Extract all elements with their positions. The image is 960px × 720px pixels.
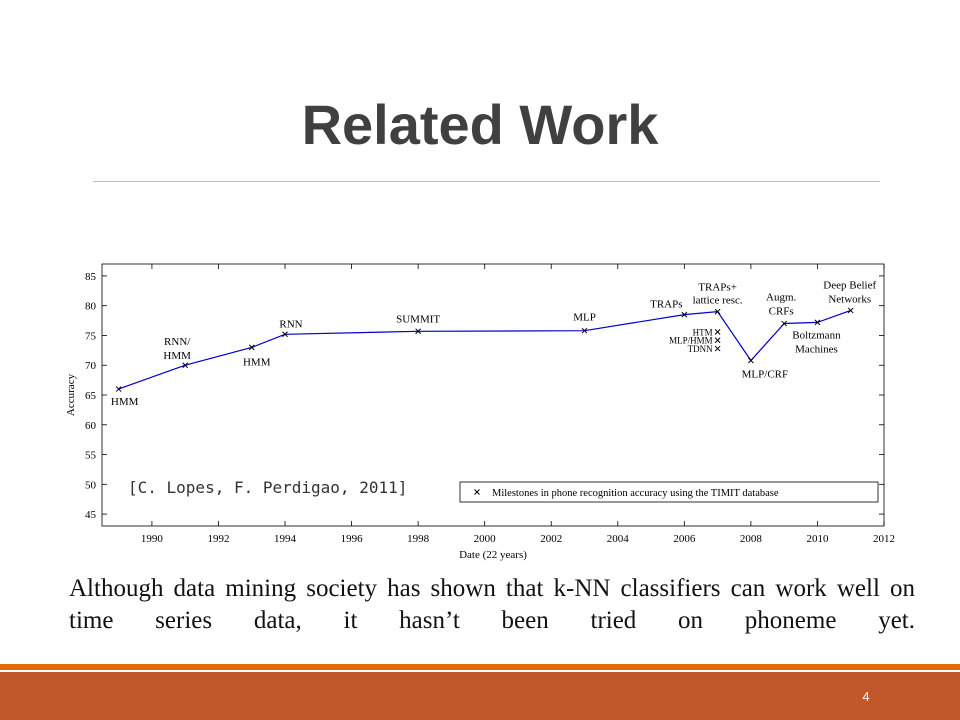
data-point bbox=[182, 362, 189, 369]
footer-accent-line bbox=[0, 664, 960, 670]
extra-point-label: TDNN bbox=[688, 344, 713, 354]
data-label: MLP/CRF bbox=[742, 368, 788, 380]
x-tick-label: 2006 bbox=[673, 533, 696, 545]
data-label: HMM bbox=[163, 350, 191, 362]
data-label: HMM bbox=[243, 356, 271, 368]
x-axis-label: Date (22 years) bbox=[459, 549, 527, 561]
x-tick-label: 2012 bbox=[873, 533, 895, 545]
data-point bbox=[282, 331, 288, 338]
y-tick-label: 80 bbox=[85, 301, 97, 313]
data-label: RNN bbox=[279, 318, 302, 330]
data-label: HMM bbox=[111, 396, 139, 408]
extra-point bbox=[714, 329, 721, 335]
legend-marker bbox=[474, 489, 480, 495]
data-label: TRAPs+ bbox=[698, 282, 737, 294]
data-point bbox=[748, 357, 754, 364]
y-tick-label: 75 bbox=[85, 330, 97, 342]
x-tick-label: 1994 bbox=[274, 533, 297, 545]
x-tick-label: 1990 bbox=[141, 533, 164, 545]
data-point bbox=[581, 327, 588, 334]
data-point bbox=[681, 311, 688, 318]
data-point bbox=[248, 344, 255, 351]
data-label: Machines bbox=[795, 343, 838, 355]
slide-title: Related Work bbox=[301, 93, 659, 156]
y-tick-label: 85 bbox=[85, 271, 97, 283]
extra-point-label: HTM bbox=[693, 327, 713, 337]
body-text: Although data mining society has shown t… bbox=[69, 575, 915, 634]
y-tick-label: 65 bbox=[85, 390, 97, 402]
data-label: TRAPs bbox=[650, 299, 682, 311]
data-point bbox=[415, 328, 421, 335]
x-tick-label: 2008 bbox=[740, 533, 763, 545]
x-tick-label: 2002 bbox=[540, 533, 562, 545]
x-tick-label: 2004 bbox=[607, 533, 630, 545]
y-axis-label: Accuracy bbox=[65, 373, 77, 416]
title-divider bbox=[93, 181, 880, 182]
x-tick-label: 1996 bbox=[341, 533, 364, 545]
x-tick-label: 2000 bbox=[474, 533, 497, 545]
x-tick-label: 1992 bbox=[207, 533, 229, 545]
y-tick-label: 60 bbox=[85, 420, 97, 432]
data-label: Networks bbox=[828, 293, 871, 305]
data-label: CRFs bbox=[769, 306, 794, 318]
x-tick-label: 2010 bbox=[806, 533, 829, 545]
y-tick-label: 45 bbox=[85, 509, 97, 521]
x-tick-label: 1998 bbox=[407, 533, 430, 545]
data-label: RNN/ bbox=[164, 336, 191, 348]
y-tick-label: 55 bbox=[85, 450, 97, 462]
extra-point bbox=[714, 337, 721, 344]
extra-point-label: MLP/HMM bbox=[669, 336, 713, 346]
legend-box bbox=[459, 481, 879, 503]
data-point bbox=[847, 307, 854, 314]
data-point bbox=[115, 386, 122, 392]
page-number: 4 bbox=[862, 689, 870, 704]
data-label: MLP bbox=[573, 312, 596, 324]
data-point bbox=[781, 320, 788, 327]
data-label: SUMMIT bbox=[396, 313, 440, 325]
data-point bbox=[814, 319, 821, 326]
extra-point bbox=[714, 345, 721, 352]
data-label: Deep Belief bbox=[823, 279, 876, 291]
legend-label: Milestones in phone recognition accuracy… bbox=[492, 488, 779, 499]
data-point bbox=[714, 308, 721, 315]
accuracy-chart: 45 50 55 60 65 70 75 80 85 1990 1992 1994 1996 1998 20… bbox=[65, 263, 895, 561]
series-line bbox=[118, 309, 851, 390]
data-label: Boltzmann bbox=[792, 329, 841, 341]
citation: [C. Lopes, F. Perdigao, 2011] bbox=[128, 478, 408, 497]
data-label: Augm. bbox=[766, 292, 797, 304]
y-tick-label: 50 bbox=[85, 479, 97, 491]
data-label: lattice resc. bbox=[693, 295, 743, 307]
y-tick-label: 70 bbox=[85, 360, 97, 372]
footer-band bbox=[0, 672, 960, 720]
